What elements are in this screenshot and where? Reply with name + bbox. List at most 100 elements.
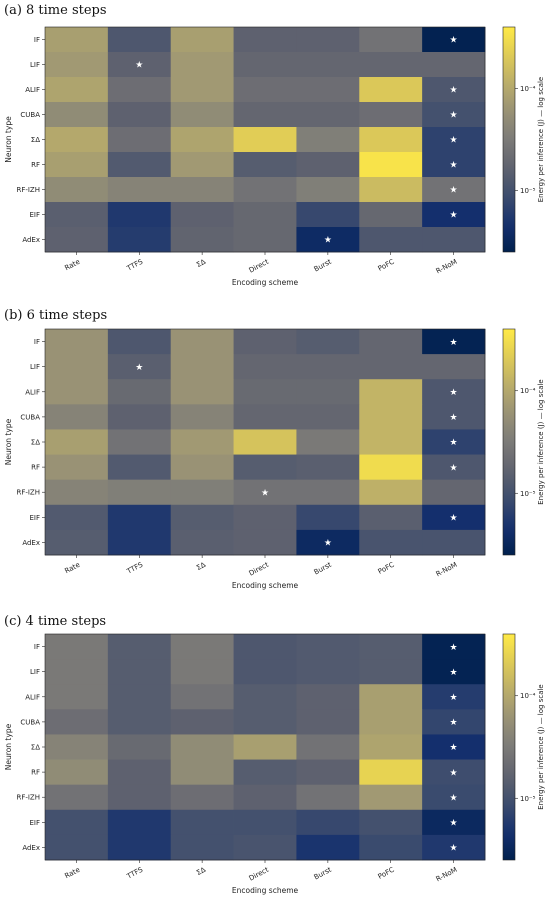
colorbar-tick-label: 10⁻⁵ [520,187,536,195]
heatmap-cell [296,734,360,760]
heatmap-cell [233,529,297,556]
heatmap-cell [422,202,486,228]
y-tick-label: AdEx [22,236,40,244]
x-tick-label: R-NoM [435,866,459,884]
heatmap-cell [422,504,486,531]
heatmap-cell [45,52,109,78]
heatmap-cell [359,127,423,153]
best-marker-star: ★ [261,488,269,498]
x-tick-label: R-NoM [435,561,459,579]
y-tick-label: IF [34,36,40,44]
y-tick-label: ΣΔ [31,136,40,144]
colorbar [502,633,516,861]
heatmap-cell [45,227,109,253]
best-marker-star: ★ [450,768,458,778]
best-marker-star: ★ [450,161,458,171]
heatmap-cell [359,504,423,531]
x-tick-label: Burst [313,866,333,882]
heatmap-cell [107,634,172,660]
y-tick-label: RF-IZH [16,489,40,497]
heatmap-cell [45,479,109,506]
heatmap-cell [170,529,234,556]
heatmap-cell [422,27,486,53]
y-tick-label: LIF [30,363,40,371]
heatmap-cell [233,709,297,735]
heatmap-cell [170,27,234,53]
heatmap-cell [359,659,423,685]
heatmap-cell [359,379,423,405]
y-tick-label: EIF [29,211,40,219]
heatmap-cell [107,27,172,53]
x-tick-label: Burst [313,561,333,577]
colorbar-tick-label: 10⁻⁴ [520,692,536,700]
heatmap-cell [233,684,297,710]
heatmap-cell [359,404,423,430]
y-tick-label: RF-IZH [16,794,40,802]
heatmap-cell [45,354,109,380]
heatmap-cell [359,177,423,203]
heatmap-cell [233,634,297,660]
heatmap-cell [107,177,172,203]
heatmap-cell [422,634,486,660]
y-tick-label: LIF [30,61,40,69]
heatmap-cell [170,479,234,506]
heatmap-cell [296,202,360,228]
y-tick-label: RF [31,464,40,472]
heatmap-cell [45,102,109,128]
heatmap-cell [422,759,486,786]
y-tick-label: ALIF [25,388,40,396]
y-axis-label: Neuron type [4,116,13,163]
heatmap-cell [359,529,423,556]
heatmap-cell [107,152,172,178]
heatmap-cell [296,529,360,556]
best-marker-star: ★ [450,514,458,524]
heatmap-cell [107,227,172,253]
heatmap-cell [233,759,297,786]
heatmap-cell [233,734,297,760]
heatmap-cell [170,709,234,735]
heatmap-cell [296,77,360,103]
heatmap-cell [107,127,172,153]
heatmap-cell [422,529,486,556]
heatmap-cell [296,684,360,710]
colorbar-label: Energy per inference (J) — log scale [537,77,545,203]
heatmap-cell [170,454,234,481]
best-marker-star: ★ [450,693,458,703]
heatmap-cell [296,152,360,178]
x-tick-label: PoFC [377,258,396,273]
heatmap-cell [170,684,234,710]
x-tick-label: ΣΔ [195,866,207,877]
heatmap-cell [45,202,109,228]
heatmap-cell [296,354,360,380]
colorbar-label: Energy per inference (J) — log scale [537,379,545,505]
heatmap-cell [422,152,486,178]
heatmap-cell [233,659,297,685]
heatmap-cell [170,784,234,811]
heatmap-cell [107,834,172,861]
heatmap-cell [359,684,423,710]
heatmap-cell [359,52,423,78]
heatmap-cell [422,684,486,710]
heatmap-cell [359,152,423,178]
heatmap-cell [170,102,234,128]
heatmap-cell [296,809,360,836]
heatmap-cell [359,479,423,506]
heatmap-cell [45,429,109,455]
heatmap-cell [422,659,486,685]
heatmap-cell [359,734,423,760]
x-tick-label: Rate [63,866,81,881]
heatmap-cell [45,379,109,405]
heatmap-panel-1: (a) 8 time steps ★ ★ ★ ★ ★ ★ ★ ★ ★ IF LIF ALIF CUBA ΣΔ… [4,3,545,287]
heatmap-cell [107,479,172,506]
heatmap-cell [233,834,297,861]
heatmap-cell [359,429,423,455]
colorbar-tick-label: 10⁻⁴ [520,387,536,395]
colorbar-tick-label: 10⁻⁵ [520,795,536,803]
heatmap-cell [296,709,360,735]
heatmap-cell [233,504,297,531]
heatmap-cell [422,379,486,405]
heatmap-cell [170,809,234,836]
heatmap-cell [233,454,297,481]
heatmap-cell [359,27,423,53]
heatmap-cell [296,759,360,786]
